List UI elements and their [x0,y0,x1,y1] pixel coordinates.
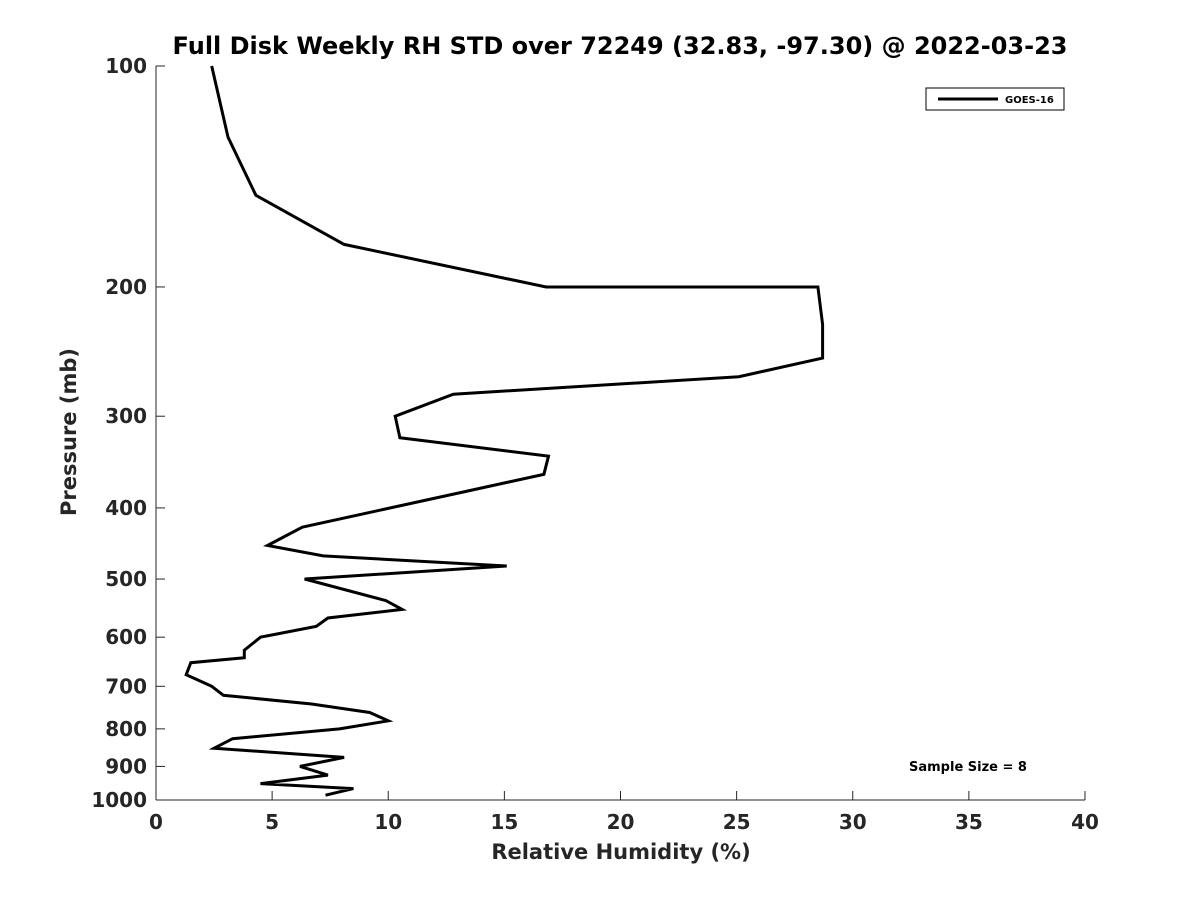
chart-title: Full Disk Weekly RH STD over 72249 (32.8… [173,32,1068,60]
series-line-goes-16 [184,65,825,797]
y-tick-label: 900 [105,754,147,778]
y-tick-label: 400 [105,496,147,520]
x-axis-label: Relative Humidity (%) [491,840,750,864]
x-tick-label: 25 [723,810,751,834]
x-tick-label: 0 [149,810,163,834]
y-tick-label: 500 [105,567,147,591]
y-tick-label: 600 [105,625,147,649]
x-tick-label: 15 [490,810,518,834]
y-axis-ticks: 100 200 300 400 500 600 700 800 900 1000 [91,54,165,812]
legend-label-goes-16: GOES-16 [1005,95,1054,106]
plot-axes [155,66,1085,801]
y-tick-label: 700 [105,674,147,698]
y-tick-label: 200 [105,275,147,299]
x-tick-label: 5 [265,810,279,834]
y-tick-label: 1000 [91,788,147,812]
y-tick-label: 800 [105,717,147,741]
x-tick-label: 40 [1071,810,1099,834]
series-layer [184,65,825,797]
x-tick-label: 30 [839,810,867,834]
y-tick-label: 100 [105,54,147,78]
legend: GOES-16 [925,87,1065,111]
y-tick-label: 300 [105,404,147,428]
x-axis-ticks: 0 5 10 15 20 25 30 35 40 [149,791,1099,834]
x-tick-label: 10 [374,810,402,834]
sample-size-annotation: Sample Size = 8 [909,760,1027,775]
x-tick-label: 35 [955,810,983,834]
y-axis-label: Pressure (mb) [57,348,81,516]
x-tick-label: 20 [607,810,635,834]
